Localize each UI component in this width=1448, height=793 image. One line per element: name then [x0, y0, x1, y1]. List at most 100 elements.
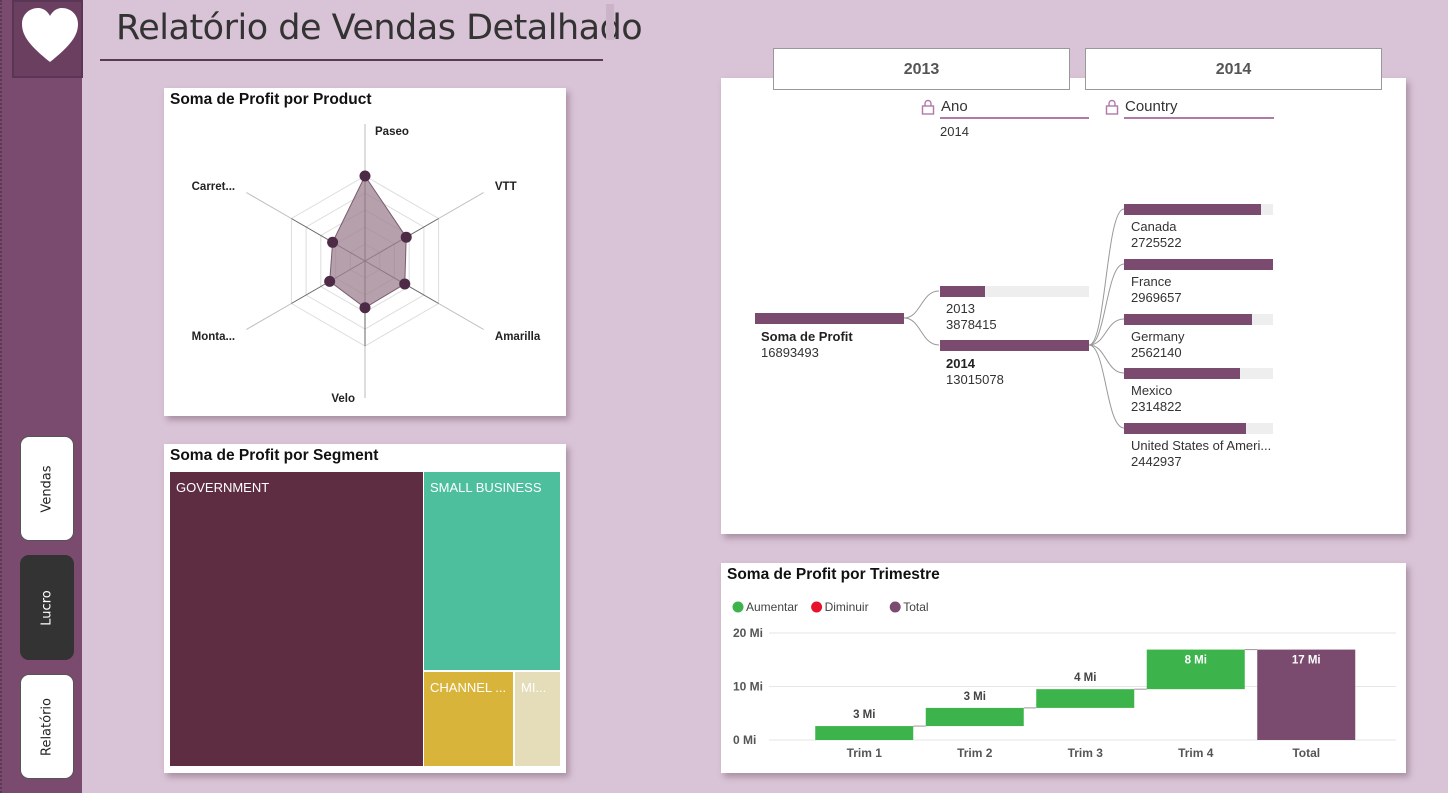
year-2013-label: 2013 [946, 301, 975, 316]
radar-chart-title: Soma de Profit por Product [170, 91, 372, 108]
waterfall-bar-total[interactable] [1257, 649, 1356, 740]
year-2014-bar-fill [940, 340, 1089, 351]
legend-swatch [811, 601, 823, 613]
waterfall-data-label: 3 Mi [964, 691, 986, 703]
treemap-tile-label: GOVERNMENT [176, 480, 270, 495]
country-canada-bar[interactable] [1124, 204, 1273, 215]
y-tick-label: 0 Mi [733, 733, 756, 747]
treemap-tile-label: SMALL BUSINESS [430, 480, 542, 495]
country-usa-label: United States of Ameri... [1131, 438, 1272, 453]
radar-axis-label: Velo [331, 393, 355, 405]
year-tab-2013[interactable]: 2013 [773, 48, 1070, 90]
header-country[interactable]: Country [1125, 98, 1178, 115]
treemap-card[interactable]: Soma de Profit por Segment GOVERNMENT SM… [164, 444, 566, 773]
waterfall-chart[interactable]: Aumentar Diminuir Total 0 Mi 10 Mi 20 Mi 3 Mi T… [721, 563, 1406, 773]
legend-label: Diminuir [825, 600, 869, 614]
radar-axis-label: Paseo [375, 126, 409, 138]
treemap-tile-label: MI... [521, 680, 547, 695]
year-2014-bar[interactable] [940, 340, 1089, 351]
legend-label: Total [903, 600, 928, 614]
country-germany-label: Germany [1131, 329, 1185, 344]
y-tick-label: 10 Mi [733, 680, 763, 694]
legend-item-total[interactable]: Total [889, 600, 929, 614]
country-canada-bar-fill [1124, 204, 1262, 215]
legend-swatch [732, 601, 744, 613]
country-mexico-bar[interactable] [1124, 368, 1273, 379]
radar-axis-label: VTT [495, 181, 517, 193]
country-mexico-value: 2314822 [1131, 399, 1182, 414]
root-label: Soma de Profit [761, 329, 853, 345]
nav-relatorio-label: Relatório [39, 697, 55, 756]
radar-axis-leader [438, 192, 484, 219]
year-tab-2014[interactable]: 2014 [1085, 48, 1382, 90]
country-usa-bar-fill [1124, 423, 1247, 434]
year-2014-label-name: 2014 [946, 356, 975, 371]
nav-vendas-label: Vendas [39, 464, 55, 513]
country-mexico-bar-fill [1124, 368, 1241, 379]
header-country-underline [1124, 117, 1274, 119]
x-tick-label: Trim 1 [847, 746, 883, 760]
country-germany-value: 2562140 [1131, 345, 1182, 360]
header-ano-underline [940, 117, 1089, 119]
country-germany-bar[interactable] [1124, 314, 1273, 325]
treemap-tile-government[interactable]: GOVERNMENT [170, 472, 423, 766]
title-underline [100, 59, 603, 61]
radar-point[interactable] [399, 278, 411, 290]
radar-point[interactable] [400, 231, 412, 243]
radar-point[interactable] [359, 302, 371, 314]
treemap-title: Soma de Profit por Segment [170, 447, 379, 464]
waterfall-data-label: 3 Mi [853, 709, 875, 721]
legend-item-diminuir[interactable]: Diminuir [811, 600, 869, 614]
radar-axis-leader [246, 303, 292, 330]
nav-vendas-button[interactable]: Vendas [20, 436, 74, 541]
lock-icon [921, 99, 935, 115]
waterfall-bar-trim-2[interactable] [925, 707, 1024, 727]
x-tick-label: Trim 4 [1178, 746, 1214, 760]
nav-lucro-button[interactable]: Lucro [20, 555, 74, 660]
decomposition-tree-card[interactable]: Ano 2014 Country Soma de Profit 16893493… [721, 78, 1406, 534]
country-france-value: 2969657 [1131, 290, 1182, 305]
waterfall-bar-trim-4[interactable] [1146, 649, 1245, 690]
waterfall-data-label: 4 Mi [1074, 672, 1096, 684]
treemap-tile-midmarket[interactable]: MI... [515, 672, 560, 766]
header-ano[interactable]: Ano [941, 98, 968, 115]
year-2014-label: 2014 [946, 356, 975, 372]
country-usa-bar[interactable] [1124, 423, 1273, 434]
waterfall-bar-trim-3[interactable] [1036, 689, 1135, 708]
radar-point[interactable] [324, 275, 336, 287]
y-tick-label: 20 Mi [733, 626, 763, 640]
radar-chart-card[interactable]: Soma de Profit por Product Paseo VTT Amari… [164, 88, 566, 416]
radar-area [329, 175, 407, 309]
waterfall-data-label: 17 Mi [1292, 655, 1321, 667]
year-2013-bar-fill [940, 286, 985, 297]
x-tick-label: Trim 2 [957, 746, 993, 760]
country-france-label: France [1131, 274, 1172, 289]
title-divider [606, 4, 614, 40]
radar-axis-label: Carret... [192, 181, 235, 193]
legend-item-aumentar[interactable]: Aumentar [732, 600, 799, 614]
root-value: 16893493 [761, 345, 819, 360]
waterfall-chart-card[interactable]: Soma de Profit por Trimestre Aumentar Dim… [721, 563, 1406, 773]
root-bar[interactable] [755, 313, 904, 324]
waterfall-title: Soma de Profit por Trimestre [727, 566, 940, 583]
radar-chart[interactable]: Paseo VTT Amarilla Velo Monta... Carret... [164, 88, 566, 416]
radar-point[interactable] [327, 236, 339, 248]
heart-icon [22, 8, 78, 62]
country-canada-value: 2725522 [1131, 235, 1182, 250]
radar-axis-leader [246, 192, 292, 219]
treemap-tile-channel[interactable]: CHANNEL ... [424, 672, 513, 766]
country-france-bar-fill [1124, 259, 1273, 270]
radar-point[interactable] [359, 170, 371, 182]
year-2014-value: 13015078 [946, 372, 1004, 387]
waterfall-bar-trim-1[interactable] [815, 726, 914, 740]
nav-relatorio-button[interactable]: Relatório [20, 674, 74, 779]
legend-label: Aumentar [746, 600, 798, 614]
year-2013-bar[interactable] [940, 286, 1089, 297]
country-mexico-label: Mexico [1131, 383, 1173, 398]
logo[interactable] [12, 0, 83, 78]
treemap-tile-small-business[interactable]: SMALL BUSINESS [424, 472, 560, 670]
decomposition-connectors [903, 208, 1125, 429]
x-tick-label: Trim 3 [1068, 746, 1104, 760]
radar-axis-label: Amarilla [495, 331, 541, 343]
country-france-bar[interactable] [1124, 259, 1273, 270]
